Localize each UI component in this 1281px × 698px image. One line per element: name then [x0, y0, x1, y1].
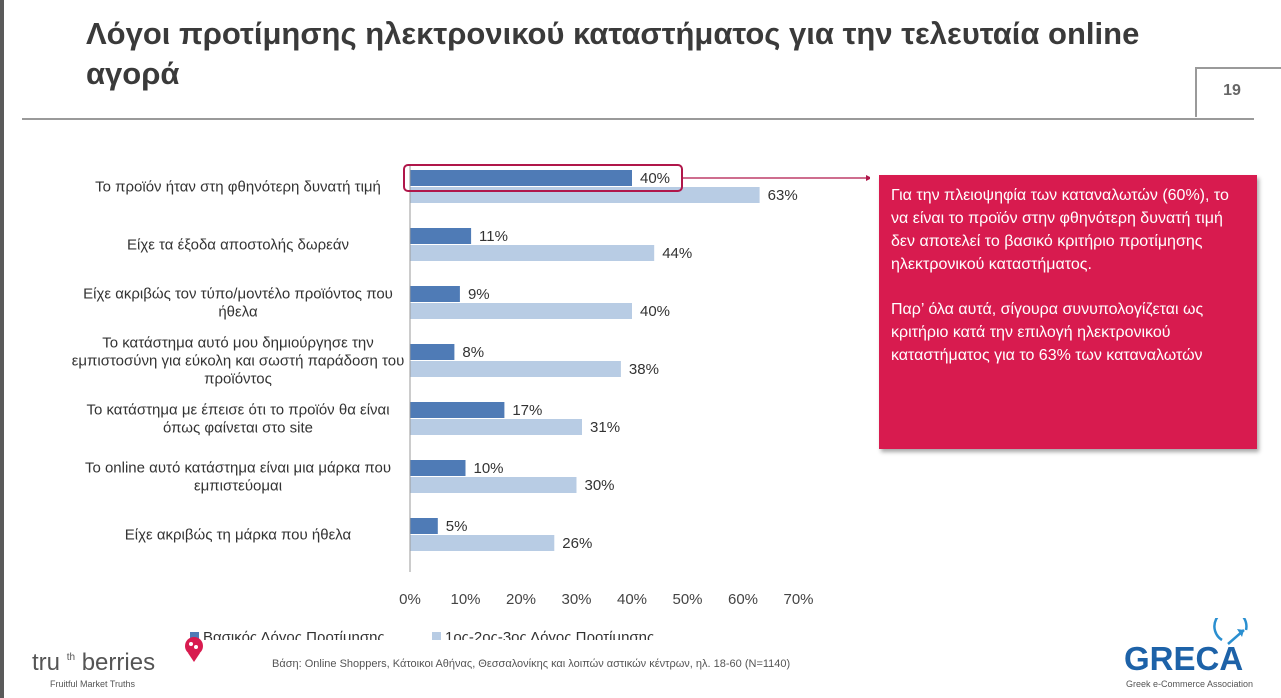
category-label: Το κατάστημα με έπεισε ότι το προϊόν θα …: [86, 402, 389, 437]
truthberries-logo: tru th berries Fruitful Market Truths: [32, 637, 203, 689]
bar-chart: Το προϊόν ήταν στη φθηνότερη δυνατή τιμή…: [72, 164, 870, 640]
value-label: 31%: [590, 419, 620, 436]
highlight-annotation: [403, 164, 870, 192]
logo-tru-text: tru: [32, 649, 60, 676]
value-label: 8%: [462, 344, 484, 361]
x-tick-label: 10%: [450, 591, 480, 608]
bar-primary-reason: [410, 460, 466, 476]
bars: [410, 170, 760, 551]
value-label: 10%: [474, 460, 504, 477]
category-label-line: Το κατάστημα αυτό μου δημιούργησε την: [102, 335, 374, 352]
category-label-line: Το κατάστημα με έπεισε ότι το προϊόν θα …: [86, 402, 389, 419]
greca-name: GRECA: [1124, 640, 1243, 677]
legend-swatch: [432, 632, 441, 640]
greca-arrow-icon: [1213, 618, 1248, 645]
bar-primary-reason: [410, 170, 632, 186]
x-tick-label: 60%: [728, 591, 758, 608]
category-label: Το προϊόν ήταν στη φθηνότερη δυνατή τιμή: [95, 179, 381, 196]
value-label: 11%: [479, 228, 508, 245]
callout-paragraph-1: Για την πλειοψηφία των καταναλωτών (60%)…: [891, 187, 1229, 273]
value-label: 63%: [768, 187, 798, 204]
x-tick-label: 40%: [617, 591, 647, 608]
bar-primary-reason: [410, 228, 472, 244]
page-number: 19: [1223, 82, 1241, 99]
insight-callout: Για την πλειοψηφία των καταναλωτών (60%)…: [879, 175, 1257, 449]
sample-base-note: Βάση: Online Shoppers, Κάτοικοι Αθήνας, …: [272, 658, 791, 670]
bar-top3-reason: [410, 303, 632, 319]
category-label-line: όπως φαίνεται στο site: [163, 420, 313, 437]
category-label-line: εμπιστοσύνη για εύκολη και σωστή παράδοσ…: [72, 353, 405, 370]
x-axis-ticks: 0% 10% 20% 30% 40% 50% 60% 70%: [399, 591, 813, 608]
logo-th-text: th: [67, 652, 75, 663]
category-labels: Το προϊόν ήταν στη φθηνότερη δυνατή τιμή…: [72, 179, 405, 544]
value-label: 40%: [640, 170, 670, 187]
bar-top3-reason: [410, 477, 577, 493]
bar-top3-reason: [410, 187, 760, 203]
value-label: 40%: [640, 303, 670, 320]
value-label: 5%: [446, 518, 468, 535]
bar-primary-reason: [410, 286, 460, 302]
bar-top3-reason: [410, 419, 582, 435]
bar-top3-reason: [410, 245, 655, 261]
category-label-line: Το προϊόν ήταν στη φθηνότερη δυνατή τιμή: [95, 179, 381, 196]
value-label: 17%: [512, 402, 542, 419]
x-tick-label: 70%: [783, 591, 813, 608]
legend-swatch: [190, 632, 199, 640]
category-label-line: Είχε τα έξοδα αποστολής δωρεάν: [127, 237, 349, 254]
category-label: Το κατάστημα αυτό μου δημιούργησε την εμπ…: [72, 335, 405, 388]
value-label: 9%: [468, 286, 490, 303]
bar-primary-reason: [410, 518, 438, 534]
page-number-frame: [1195, 67, 1281, 117]
callout-paragraph-2: Παρ’ όλα αυτά, σίγουρα συνυπολογίζεται ω…: [891, 301, 1204, 364]
x-tick-label: 30%: [561, 591, 591, 608]
category-label: Είχε ακριβώς τον τύπο/μοντέλο προϊόντος …: [83, 286, 393, 321]
bar-top3-reason: [410, 361, 621, 377]
value-label: 30%: [585, 477, 615, 494]
greca-logo: GRECA Greek e-Commerce Association: [1124, 618, 1253, 689]
category-label-line: Είχε ακριβώς τη μάρκα που ήθελα: [125, 527, 352, 544]
bar-primary-reason: [410, 344, 455, 360]
category-label-line: ήθελα: [218, 304, 258, 321]
greca-tagline: Greek e-Commerce Association: [1126, 679, 1253, 689]
x-tick-label: 0%: [399, 591, 421, 608]
category-label: Είχε τα έξοδα αποστολής δωρεάν: [127, 237, 349, 254]
x-tick-label: 50%: [672, 591, 702, 608]
category-label-line: Το online αυτό κατάστημα είναι μια μάρκα…: [85, 460, 391, 477]
logo-berries-text: berries: [82, 649, 155, 676]
category-label-line: προϊόντος: [204, 371, 272, 388]
berry-icon: [185, 637, 203, 662]
category-label-line: Είχε ακριβώς τον τύπο/μοντέλο προϊόντος …: [83, 286, 393, 303]
title-divider: [22, 118, 1254, 120]
page-title: Λόγοι προτίμησης ηλεκτρονικού καταστήματ…: [86, 16, 1140, 91]
legend-label: Βασικός Λόγος Προτίμησης: [203, 629, 385, 640]
bar-primary-reason: [410, 402, 505, 418]
left-edge-bar: [0, 0, 4, 698]
category-label: Το online αυτό κατάστημα είναι μια μάρκα…: [85, 460, 391, 495]
svg-text:tru th berries: tru th berries: [32, 639, 155, 676]
logo-tagline: Fruitful Market Truths: [50, 679, 136, 689]
legend: Βασικός Λόγος Προτίμησης 1ος-2ος-3ος Λόγο…: [190, 629, 654, 640]
value-labels: 40% 63% 11% 44% 9% 40% 8% 38% 17% 31% 10% 30% 5% 26%: [446, 170, 798, 552]
category-label-line: εμπιστεύομαι: [194, 478, 282, 495]
value-label: 26%: [562, 535, 592, 552]
category-label: Είχε ακριβώς τη μάρκα που ήθελα: [125, 527, 352, 544]
connector-arrowhead: [866, 175, 870, 181]
x-tick-label: 20%: [506, 591, 536, 608]
value-label: 44%: [662, 245, 692, 262]
legend-label: 1ος-2ος-3ος Λόγος Προτίμησης: [445, 629, 654, 640]
bar-top3-reason: [410, 535, 555, 551]
value-label: 38%: [629, 361, 659, 378]
